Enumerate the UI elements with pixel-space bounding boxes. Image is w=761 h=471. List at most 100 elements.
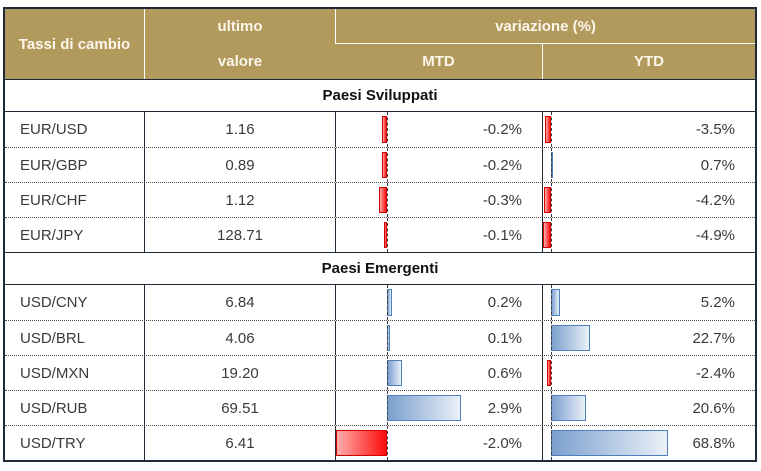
last-value: 0.89 <box>144 148 335 182</box>
table-row: EUR/GBP 0.89 -0.2% 0.7% <box>5 147 755 182</box>
ytd-data-bar <box>551 289 560 316</box>
ytd-axis-line <box>551 285 552 320</box>
ytd-data-bar <box>547 360 551 386</box>
ytd-bar-cell <box>542 356 667 390</box>
mtd-axis-line <box>387 112 388 147</box>
mtd-data-bar <box>379 187 387 213</box>
mtd-data-bar <box>384 222 387 248</box>
last-value: 128.71 <box>144 218 335 252</box>
ytd-value: 0.7% <box>700 156 735 174</box>
ytd-data-bar <box>543 222 551 248</box>
ytd-value: -3.5% <box>695 121 735 138</box>
mtd-axis-line <box>387 426 388 460</box>
header-variazione: variazione (%) <box>335 9 755 44</box>
mtd-bar-cell <box>335 112 460 147</box>
mtd-value: 2.9% <box>487 399 522 417</box>
mtd-value: 0.2% <box>487 294 522 311</box>
header-ultimo-valore: ultimo valore <box>144 9 335 79</box>
header-mtd: MTD <box>422 53 455 70</box>
ytd-bar-cell <box>542 321 667 355</box>
last-value: 4.06 <box>144 321 335 355</box>
mtd-bar-cell <box>335 183 460 217</box>
currency-pair-label: EUR/USD <box>20 121 88 138</box>
mtd-value: -0.3% <box>482 191 522 209</box>
ytd-axis-line <box>551 391 552 425</box>
mtd-data-bar <box>382 152 387 178</box>
table-header: Tassi di cambio ultimo valore variazione… <box>5 9 755 79</box>
table-row: USD/BRL 4.06 0.1% 22.7% <box>5 320 755 355</box>
currency-pair-label: USD/CNY <box>20 294 88 311</box>
mtd-data-bar <box>387 395 461 421</box>
last-value: 1.16 <box>144 112 335 147</box>
ytd-value: 22.7% <box>692 329 735 347</box>
mtd-axis-line <box>387 218 388 252</box>
ytd-value: -4.2% <box>695 191 735 209</box>
table-row: USD/RUB 69.51 2.9% 20.6% <box>5 390 755 425</box>
ytd-data-bar <box>551 325 590 351</box>
mtd-bar-cell <box>335 356 460 390</box>
header-ultimo: ultimo <box>217 18 263 35</box>
table-row: EUR/USD 1.16 -0.2% -3.5% <box>5 112 755 147</box>
ytd-axis-line <box>551 183 552 217</box>
table-row: USD/TRY 6.41 -2.0% 68.8% <box>5 425 755 460</box>
ytd-value: 20.6% <box>692 399 735 417</box>
ytd-data-bar <box>544 187 551 213</box>
ytd-bar-cell <box>542 426 668 460</box>
mtd-axis-line <box>387 148 388 182</box>
mtd-value: -2.0% <box>482 434 522 452</box>
ytd-bar-cell <box>542 218 667 252</box>
mtd-data-bar <box>336 430 387 456</box>
ytd-value: 5.2% <box>700 294 735 311</box>
ytd-bar-cell <box>542 285 667 320</box>
mtd-value: 0.1% <box>487 329 522 347</box>
mtd-axis-line <box>387 321 388 355</box>
last-value: 6.41 <box>144 426 335 460</box>
ytd-value: -4.9% <box>695 226 735 244</box>
mtd-bar-cell <box>335 218 460 252</box>
mtd-bar-cell <box>335 426 460 460</box>
mtd-bar-cell <box>335 391 461 425</box>
header-tassi-di-cambio: Tassi di cambio <box>18 35 131 53</box>
header-ytd: YTD <box>542 44 755 79</box>
ytd-bar-cell <box>542 148 667 182</box>
table-body: Paesi Sviluppati EUR/USD 1.16 -0.2% -3.5% EUR… <box>5 79 755 460</box>
last-value: 19.20 <box>144 356 335 390</box>
mtd-value: 0.6% <box>487 364 522 382</box>
ytd-axis-line <box>551 148 552 182</box>
ytd-axis-line <box>551 321 552 355</box>
mtd-bar-cell <box>335 148 460 182</box>
currency-pair-label: USD/TRY <box>20 434 86 452</box>
ytd-data-bar <box>551 430 668 456</box>
mtd-value: -0.2% <box>482 121 522 138</box>
ytd-bar-cell <box>542 391 667 425</box>
mtd-bar-cell <box>335 285 460 320</box>
mtd-axis-line <box>387 391 388 425</box>
mtd-axis-line <box>387 285 388 320</box>
ytd-value: -2.4% <box>695 364 735 382</box>
ytd-axis-line <box>551 112 552 147</box>
mtd-axis-line <box>387 356 388 390</box>
mtd-value: -0.1% <box>482 226 522 244</box>
section-title: Paesi Sviluppati <box>5 79 755 112</box>
mtd-data-bar <box>382 116 387 143</box>
section-title: Paesi Emergenti <box>5 252 755 285</box>
mtd-value: -0.2% <box>482 156 522 174</box>
ytd-data-bar <box>551 395 586 421</box>
header-valore: valore <box>217 53 263 70</box>
last-value: 1.12 <box>144 183 335 217</box>
ytd-axis-line <box>551 218 552 252</box>
currency-pair-label: EUR/GBP <box>20 156 88 174</box>
mtd-axis-line <box>387 183 388 217</box>
table-row: EUR/JPY 128.71 -0.1% -4.9% <box>5 217 755 252</box>
ytd-data-bar <box>545 116 551 143</box>
currency-pair-label: EUR/JPY <box>20 226 84 244</box>
ytd-bar-cell <box>542 112 667 147</box>
currency-pair-label: EUR/CHF <box>20 191 87 209</box>
exchange-rates-table: Tassi di cambio ultimo valore variazione… <box>3 7 757 462</box>
currency-pair-label: USD/BRL <box>20 329 86 347</box>
mtd-data-bar <box>387 360 402 386</box>
ytd-bar-cell <box>542 183 667 217</box>
mtd-bar-cell <box>335 321 460 355</box>
currency-pair-label: USD/MXN <box>20 364 90 382</box>
